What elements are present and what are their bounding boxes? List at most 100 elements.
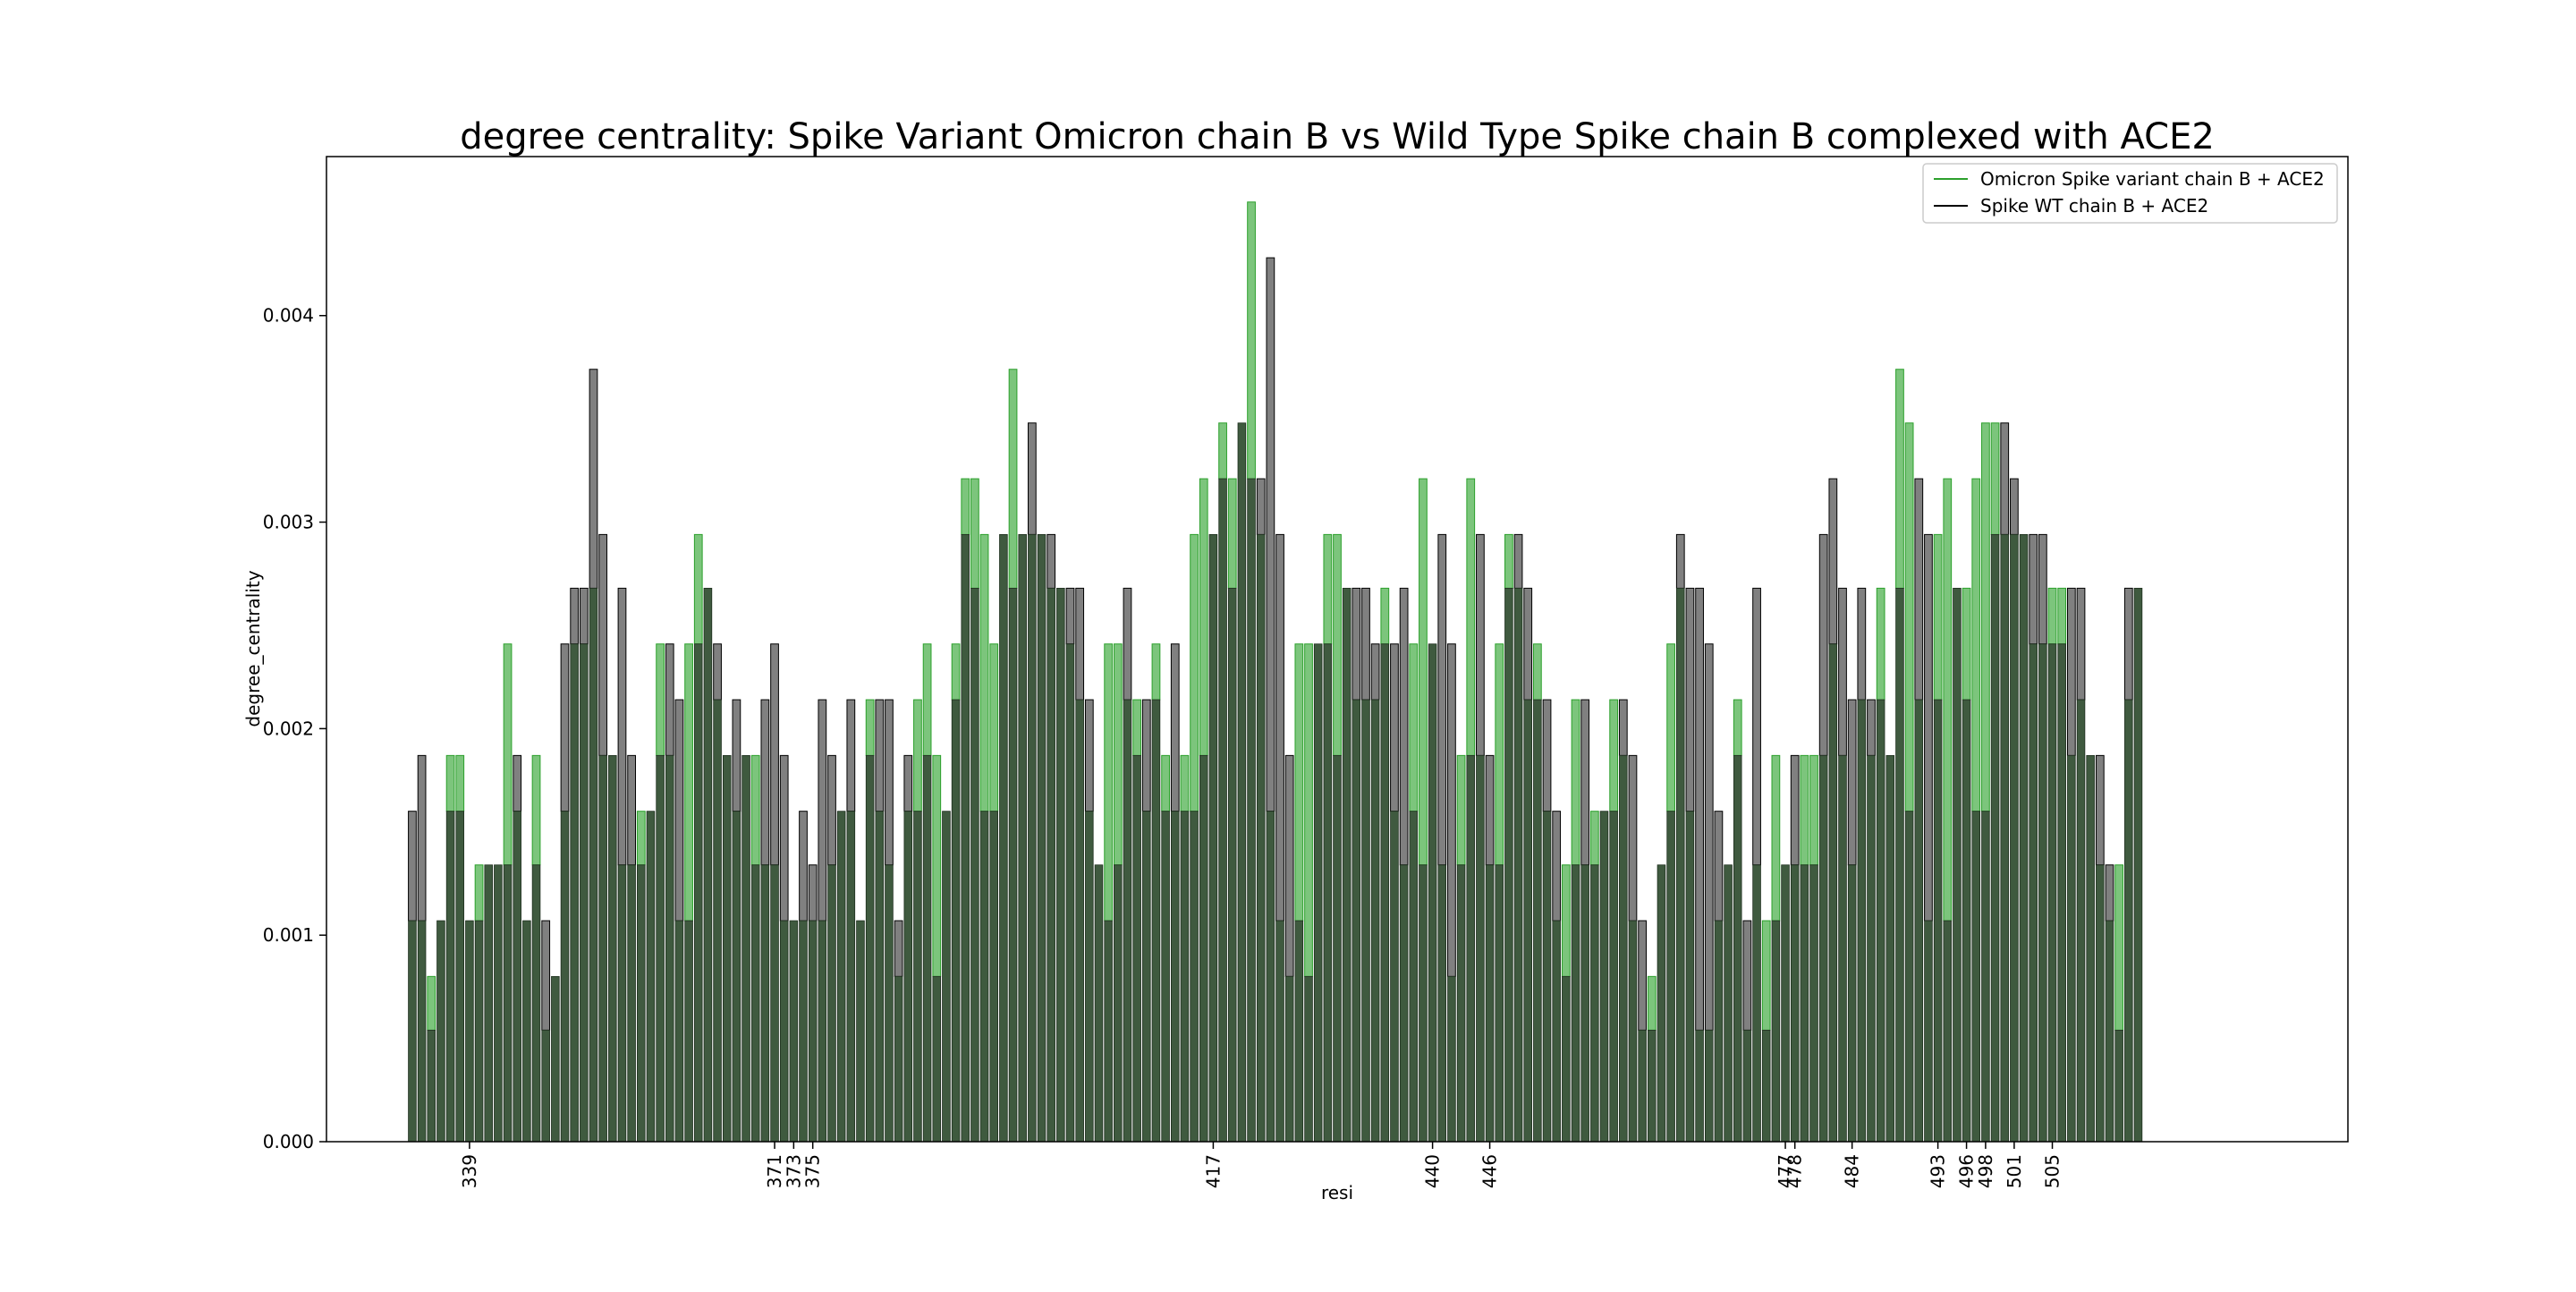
overlap-bar-365: [713, 699, 722, 1143]
overlap-bar-503: [2029, 643, 2038, 1143]
wt-bar-356: [627, 754, 637, 866]
overlap-bar-360: [665, 754, 674, 1143]
overlap-bar-393: [979, 811, 989, 1143]
overlap-bar-350: [570, 643, 579, 1143]
overlap-bar-390: [951, 699, 961, 1143]
x-tick-label: 478: [1784, 1154, 1806, 1188]
omicron-bar-337: [445, 754, 455, 812]
overlap-bar-434: [1370, 699, 1380, 1143]
wt-bar-456: [1580, 699, 1590, 866]
wt-bar-367: [732, 699, 741, 812]
overlap-bar-477: [1781, 864, 1790, 1143]
overlap-bar-413: [1171, 811, 1180, 1143]
overlap-bar-436: [1390, 811, 1399, 1143]
wt-bar-422: [1256, 478, 1266, 535]
omicron-bar-406: [1104, 643, 1114, 922]
wt-bar-350: [570, 587, 580, 645]
overlap-bar-483: [1838, 754, 1847, 1143]
overlap-bar-424: [1275, 920, 1284, 1143]
overlap-bar-418: [1218, 478, 1227, 1143]
overlap-bar-435: [1380, 643, 1390, 1143]
overlap-bar-464: [1657, 864, 1666, 1143]
overlap-bar-372: [779, 920, 789, 1143]
overlap-bar-403: [1075, 699, 1084, 1143]
omicron-bar-387: [922, 643, 932, 756]
wt-bar-507: [2066, 587, 2076, 756]
overlap-bar-455: [1571, 864, 1580, 1143]
omicron-bar-346: [531, 754, 541, 866]
overlap-bar-481: [1818, 754, 1828, 1143]
omicron-bar-475: [1761, 920, 1771, 1031]
overlap-bar-354: [608, 754, 617, 1143]
omicron-bar-412: [1161, 754, 1170, 812]
legend-box: [1922, 163, 2338, 224]
omicron-bar-496: [1962, 587, 1971, 701]
x-tick-label: 505: [2042, 1154, 2063, 1188]
overlap-bar-351: [580, 643, 589, 1143]
wt-bar-453: [1552, 811, 1562, 922]
overlap-bar-446: [1485, 864, 1495, 1143]
y-axis: 0.000 0.001 0.002 0.003 0.004: [263, 305, 326, 1152]
wt-bar-361: [674, 699, 684, 922]
overlap-bar-342: [494, 864, 503, 1143]
wt-bar-466: [1675, 533, 1685, 589]
overlap-bar-452: [1542, 811, 1552, 1143]
omicron-bar-394: [989, 643, 999, 812]
wt-bar-461: [1628, 754, 1638, 922]
overlap-bar-386: [913, 811, 922, 1143]
wt-bar-462: [1638, 920, 1648, 1031]
overlap-bar-353: [598, 754, 607, 1143]
omicron-bar-338: [455, 754, 465, 812]
overlap-bar-469: [1704, 1029, 1714, 1143]
wt-bar-432: [1352, 587, 1361, 701]
overlap-bar-410: [1142, 811, 1151, 1143]
overlap-bar-506: [2057, 643, 2066, 1143]
omicron-bar-435: [1380, 587, 1390, 645]
omicron-bar-381: [865, 699, 875, 756]
wt-bar-437: [1399, 587, 1409, 866]
omicron-bar-512: [2114, 864, 2124, 1031]
omicron-bar-419: [1227, 478, 1237, 589]
wt-bar-470: [1714, 811, 1724, 922]
overlap-bar-491: [1914, 699, 1924, 1143]
overlap-bar-476: [1771, 920, 1781, 1143]
wt-bar-508: [2076, 587, 2086, 701]
wt-bar-473: [1742, 920, 1752, 1031]
wt-bar-333: [408, 811, 417, 922]
wt-bar-425: [1284, 754, 1294, 977]
omicron-bar-472: [1733, 699, 1742, 756]
overlap-bar-339: [465, 920, 474, 1143]
overlap-bar-509: [2086, 754, 2095, 1143]
overlap-bar-433: [1361, 699, 1370, 1143]
omicron-bar-429: [1323, 533, 1333, 645]
overlap-bar-459: [1609, 811, 1618, 1143]
x-tick-label: 339: [459, 1154, 480, 1188]
omicron-bar-411: [1151, 643, 1161, 701]
overlap-bar-485: [1857, 699, 1867, 1143]
wt-bar-400: [1046, 533, 1056, 589]
omicron-bar-459: [1609, 699, 1619, 812]
overlap-bar-454: [1562, 975, 1571, 1143]
wt-bar-374: [799, 811, 808, 922]
overlap-bar-499: [1990, 533, 2000, 1143]
wt-bar-334: [417, 754, 427, 922]
omicron-bar-357: [636, 811, 646, 866]
overlap-bar-430: [1333, 754, 1342, 1143]
omicron-bar-444: [1466, 478, 1476, 756]
overlap-bar-427: [1304, 975, 1313, 1143]
overlap-bar-453: [1552, 920, 1561, 1143]
overlap-bar-462: [1638, 1029, 1647, 1143]
overlap-bar-333: [408, 920, 417, 1143]
x-tick-label: 375: [802, 1154, 824, 1188]
overlap-bar-408: [1123, 699, 1132, 1143]
overlap-bar-496: [1962, 699, 1971, 1143]
overlap-bar-414: [1180, 811, 1190, 1143]
omicron-bar-447: [1495, 643, 1504, 866]
omicron-bar-421: [1247, 201, 1256, 480]
wt-bar-402: [1065, 587, 1075, 645]
wt-bar-482: [1828, 478, 1838, 645]
overlap-bar-487: [1876, 699, 1885, 1143]
overlap-bar-475: [1761, 1029, 1771, 1143]
omicron-bar-494: [1943, 478, 1953, 922]
plot-frame: [326, 156, 2349, 1143]
